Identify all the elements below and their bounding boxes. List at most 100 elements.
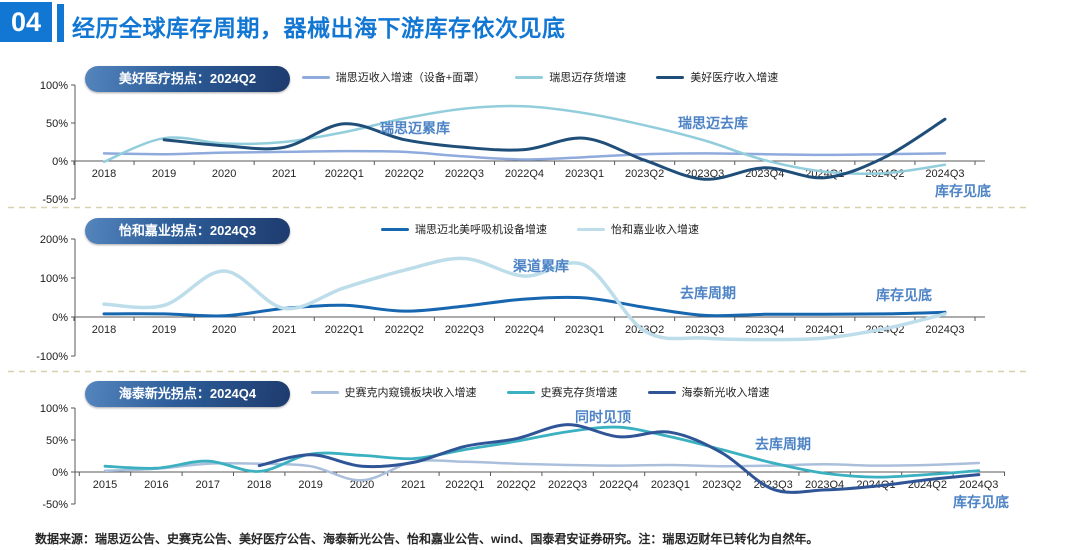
x-tick-label: 2023Q3 — [685, 324, 724, 336]
y-tick-label: 200% — [40, 234, 68, 246]
x-tick-label: 2017 — [196, 479, 220, 491]
y-tick-label: 50% — [46, 435, 68, 447]
legend-label: 瑞思迈收入增速（设备+面罩） — [335, 72, 486, 84]
x-tick-label: 2022Q1 — [325, 168, 364, 180]
x-tick-label: 2019 — [152, 324, 176, 336]
x-tick-label: 2023Q1 — [565, 324, 604, 336]
x-axis: 2018 2019 2020 2021 2022Q1 2022Q2 2022Q3 2022Q4… — [73, 316, 985, 336]
series-line — [103, 425, 981, 479]
y-tick-label: 100% — [40, 273, 68, 285]
legend-line-swatch — [656, 75, 685, 79]
x-tick-label: 2024Q1 — [805, 324, 844, 336]
legend-label: 怡和嘉业收入增速 — [611, 224, 699, 236]
chart-2: 200% 100% 0% -100% 2018 2019 2020 2021 2022Q1 202… — [36, 234, 985, 363]
legend-line-swatch — [506, 390, 535, 394]
annotation-label: 同时见顶 — [575, 409, 631, 425]
legend-item: 美好医疗收入增速 — [656, 69, 778, 85]
x-tick-label: 2024Q3 — [925, 324, 964, 336]
x-tick-label: 2022Q3 — [445, 168, 484, 180]
x-tick-label: 2021 — [401, 479, 425, 491]
x-axis: 2018 2019 2020 2021 2022Q1 2022Q2 2022Q3 2022Q4… — [73, 160, 985, 180]
chart3-title-badge: 海泰新光拐点：2024Q4 — [85, 381, 290, 407]
y-tick-label: 0% — [52, 312, 68, 324]
y-axis: 100% 50% 0% -50% — [40, 80, 76, 206]
annotation-label: 库存见底 — [935, 183, 991, 199]
x-tick-label: 2022Q4 — [505, 324, 544, 336]
series-line — [102, 295, 947, 318]
series-line — [103, 459, 981, 482]
x-tick-label: 2021 — [272, 324, 296, 336]
legend-line-swatch — [647, 390, 676, 394]
annotation-label: 去库周期 — [680, 285, 736, 301]
chart-3: 100% 50% 0% -50% 2015 2016 2017 2018 2019 2020 202… — [40, 403, 1009, 511]
y-tick-label: 0% — [52, 467, 68, 479]
x-tick-label: 2015 — [93, 479, 117, 491]
x-tick-label: 2024Q3 — [959, 479, 998, 491]
x-tick-label: 2023Q1 — [565, 168, 604, 180]
annotation-label: 瑞思迈去库 — [678, 115, 748, 131]
chart1-legend: 瑞思迈收入增速（设备+面罩） 瑞思迈存货增速 美好医疗收入增速 — [0, 69, 1080, 85]
legend-label: 史赛克存货增速 — [540, 387, 618, 399]
chart2-title-badge: 怡和嘉业拐点：2024Q3 — [85, 218, 290, 244]
legend-line-swatch — [301, 75, 330, 79]
x-tick-label: 2022Q2 — [385, 324, 424, 336]
legend-item: 瑞思迈北美呼吸机设备增速 — [381, 221, 547, 237]
x-tick-label: 2019 — [152, 168, 176, 180]
legend-line-swatch — [381, 227, 409, 231]
y-tick-label: 100% — [40, 80, 68, 92]
series-line — [102, 104, 947, 176]
y-axis: 100% 50% 0% -50% — [40, 403, 76, 511]
x-tick-label: 2022Q4 — [599, 479, 638, 491]
legend-line-swatch — [577, 227, 605, 231]
x-tick-label: 2023Q4 — [745, 324, 784, 336]
title-accent-bar — [57, 4, 64, 42]
slide-number-badge: 04 — [0, 2, 52, 42]
page-title: 经历全球库存周期，器械出海下游库存依次见底 — [72, 15, 566, 41]
x-tick-label: 2018 — [247, 479, 271, 491]
legend-item: 瑞思迈存货增速 — [515, 69, 626, 85]
y-tick-label: 50% — [46, 118, 68, 130]
annotation-label: 库存见底 — [876, 287, 932, 303]
legend-line-swatch — [515, 75, 544, 79]
series-line — [102, 149, 947, 161]
x-tick-label: 2021 — [272, 168, 296, 180]
series-line — [162, 117, 947, 181]
x-tick-label: 2024Q3 — [925, 168, 964, 180]
legend-line-swatch — [310, 390, 339, 394]
source-note: 数据来源：瑞思迈公告、史赛克公告、美好医疗公告、海泰新光公告、怡和嘉业公告、wi… — [35, 532, 819, 546]
x-tick-label: 2023Q1 — [651, 479, 690, 491]
y-tick-label: -50% — [42, 499, 68, 511]
x-tick-label: 2023Q2 — [702, 479, 741, 491]
chart3-legend: 史赛克内窥镜板块收入增速 史赛克存货增速 海泰新光收入增速 — [0, 384, 1080, 400]
x-tick-label: 2020 — [212, 324, 236, 336]
y-tick-label: 0% — [52, 156, 68, 168]
x-tick-label: 2022Q2 — [497, 479, 536, 491]
x-tick-label: 2023Q3 — [754, 479, 793, 491]
legend-label: 美好医疗收入增速 — [690, 72, 779, 84]
series-line — [257, 423, 981, 494]
annotation-label: 渠道累库 — [512, 258, 569, 274]
x-tick-label: 2023Q2 — [625, 168, 664, 180]
legend-item: 史赛克内窥镜板块收入增速 — [310, 384, 477, 400]
x-tick-label: 2018 — [92, 324, 116, 336]
legend-item: 怡和嘉业收入增速 — [577, 221, 699, 237]
legend-item: 瑞思迈收入增速（设备+面罩） — [301, 69, 486, 85]
x-tick-label: 2022Q2 — [385, 168, 424, 180]
x-tick-label: 2016 — [144, 479, 168, 491]
legend-label: 海泰新光收入增速 — [681, 387, 770, 399]
annotation-label: 瑞思迈累库 — [380, 120, 450, 136]
x-tick-label: 2022Q1 — [445, 479, 484, 491]
x-tick-label: 2022Q3 — [548, 479, 587, 491]
legend-label: 瑞思迈存货增速 — [549, 72, 627, 84]
legend-label: 史赛克内窥镜板块收入增速 — [344, 387, 477, 399]
y-tick-label: 100% — [40, 403, 68, 415]
x-tick-label: 2020 — [212, 168, 236, 180]
x-tick-label: 2023Q4 — [745, 168, 784, 180]
x-tick-label: 2018 — [92, 168, 116, 180]
x-tick-label: 2022Q3 — [445, 324, 484, 336]
y-axis: 200% 100% 0% -100% — [36, 234, 76, 363]
y-tick-label: -100% — [36, 351, 68, 363]
legend-label: 瑞思迈北美呼吸机设备增速 — [415, 224, 547, 236]
